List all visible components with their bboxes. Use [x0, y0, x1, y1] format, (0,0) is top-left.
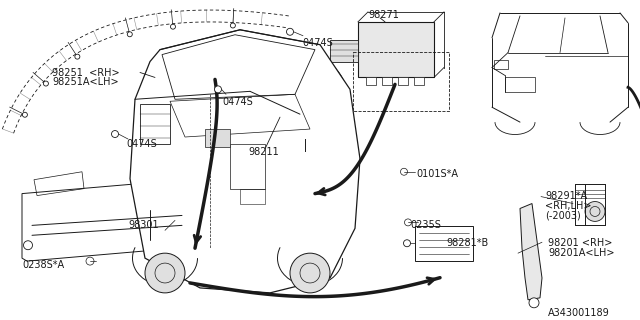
- Text: 98251A<LH>: 98251A<LH>: [52, 77, 118, 87]
- Bar: [414, 77, 424, 85]
- Text: 0474S: 0474S: [302, 38, 333, 48]
- Text: 0474S: 0474S: [222, 97, 253, 107]
- Circle shape: [403, 240, 410, 247]
- Text: 0101S*A: 0101S*A: [416, 169, 458, 179]
- Text: 98201 <RH>: 98201 <RH>: [548, 238, 612, 248]
- Text: <RH,LH>: <RH,LH>: [545, 201, 591, 211]
- Bar: [140, 104, 170, 144]
- Circle shape: [44, 81, 49, 86]
- Circle shape: [127, 32, 132, 37]
- Circle shape: [263, 56, 347, 139]
- Bar: [205, 129, 230, 147]
- Bar: [297, 151, 313, 159]
- Bar: [230, 144, 265, 188]
- Bar: [330, 40, 358, 61]
- Circle shape: [401, 168, 408, 175]
- Bar: [382, 77, 392, 85]
- Polygon shape: [130, 30, 360, 293]
- Text: (-2003): (-2003): [545, 211, 580, 220]
- Bar: [398, 77, 408, 85]
- Polygon shape: [22, 179, 200, 261]
- Bar: [358, 22, 434, 77]
- Bar: [494, 60, 508, 69]
- Circle shape: [290, 253, 330, 293]
- Text: 98301: 98301: [128, 220, 159, 230]
- Text: 98271: 98271: [368, 10, 399, 20]
- Text: 0238S*A: 0238S*A: [22, 260, 64, 270]
- Circle shape: [404, 219, 412, 226]
- Text: 98211: 98211: [248, 147, 279, 157]
- Text: 98251  <RH>: 98251 <RH>: [52, 68, 120, 77]
- Circle shape: [170, 24, 175, 29]
- Bar: [366, 77, 376, 85]
- Bar: [240, 188, 265, 204]
- Circle shape: [145, 253, 185, 293]
- Circle shape: [585, 202, 605, 221]
- Circle shape: [280, 104, 290, 114]
- Circle shape: [287, 28, 294, 35]
- Text: A343001189: A343001189: [548, 308, 610, 318]
- Circle shape: [214, 86, 221, 93]
- Circle shape: [22, 112, 28, 117]
- Circle shape: [230, 23, 236, 28]
- Text: 98291*A: 98291*A: [545, 191, 587, 201]
- Circle shape: [24, 241, 33, 250]
- Circle shape: [111, 131, 118, 138]
- Polygon shape: [152, 221, 170, 239]
- Text: 0474S: 0474S: [126, 139, 157, 149]
- Circle shape: [320, 104, 330, 114]
- Circle shape: [529, 298, 539, 308]
- Polygon shape: [520, 204, 542, 300]
- Text: 98201A<LH>: 98201A<LH>: [548, 248, 614, 258]
- Circle shape: [282, 74, 328, 120]
- Circle shape: [75, 54, 80, 59]
- Bar: [505, 77, 535, 92]
- Bar: [353, 52, 449, 111]
- Text: 98281*B: 98281*B: [446, 238, 488, 248]
- Circle shape: [86, 257, 94, 265]
- Circle shape: [300, 69, 310, 79]
- Bar: [415, 226, 473, 261]
- Text: 0235S: 0235S: [410, 220, 441, 230]
